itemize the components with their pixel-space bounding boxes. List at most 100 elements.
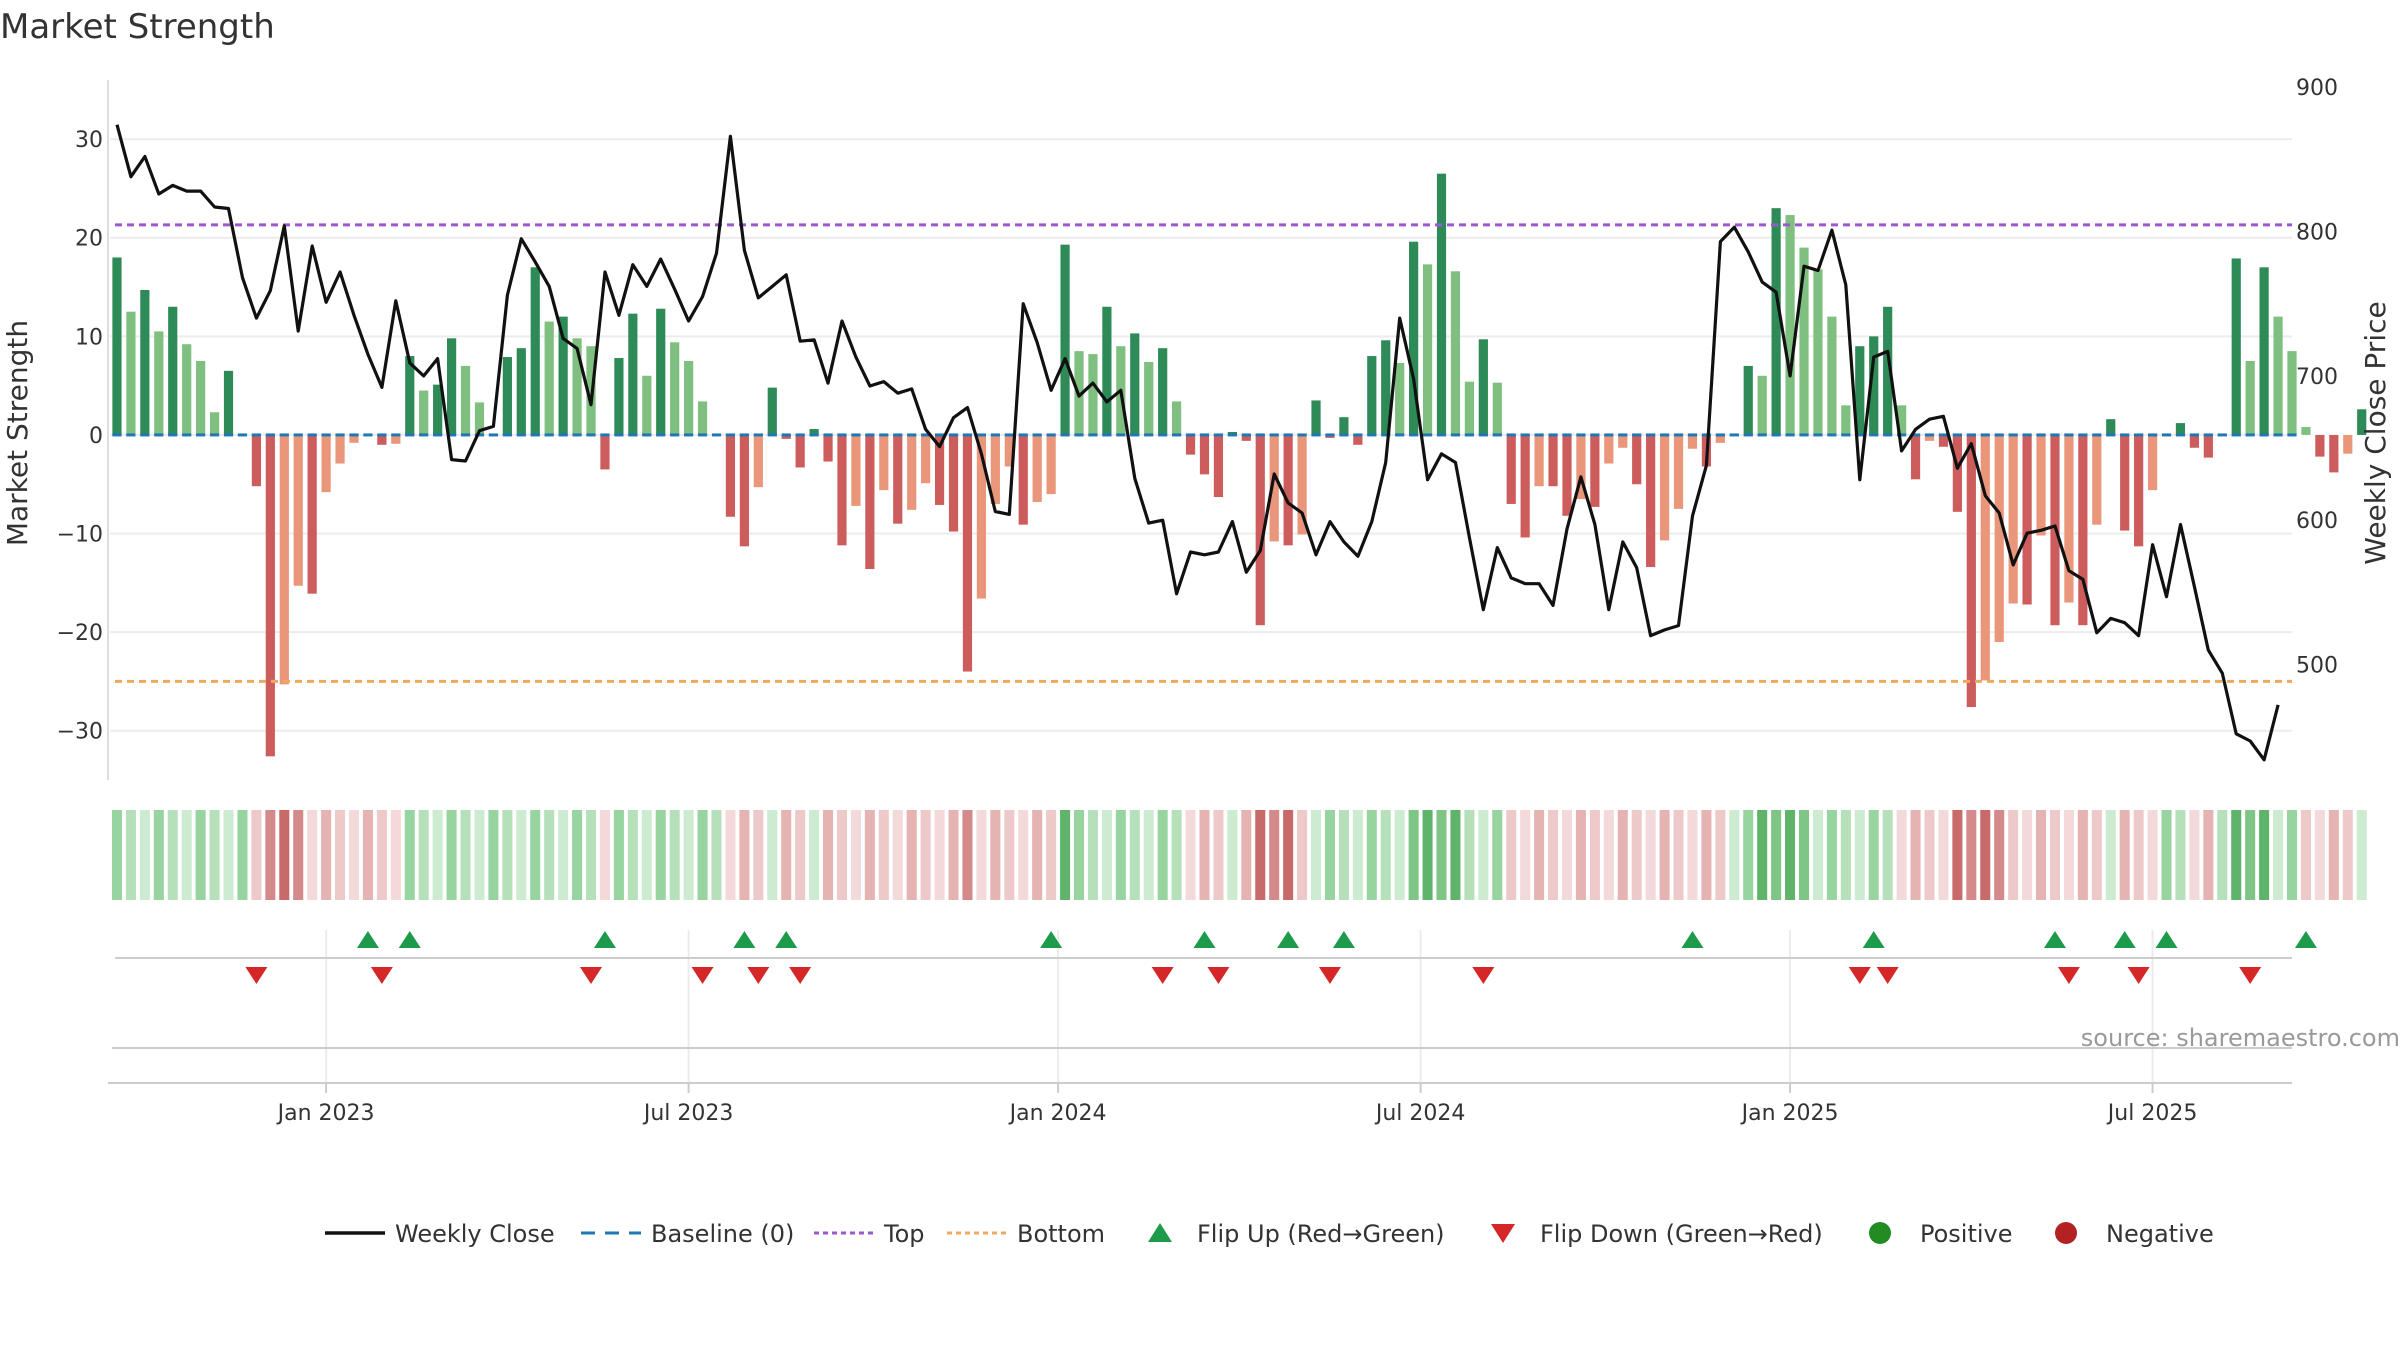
- band-cell-negative: [1645, 810, 1656, 900]
- source-label: source: sharemaestro.com: [2081, 1024, 2400, 1052]
- band-cell-negative: [906, 810, 917, 900]
- strength-bar-positive: [1841, 405, 1851, 435]
- band-cell-positive: [167, 810, 178, 900]
- strength-bar-negative: [1715, 434, 1725, 443]
- strength-bar-positive: [809, 429, 819, 435]
- strength-bar-positive: [1450, 271, 1461, 435]
- strength-bar-negative: [377, 434, 387, 445]
- band-cell-negative: [1269, 810, 1280, 900]
- band-cell-positive: [446, 810, 457, 900]
- weekly-close-line: [115, 124, 2280, 762]
- strength-bar-negative: [1562, 434, 1572, 516]
- legend-swatch-flip-down: [1491, 1224, 1515, 1243]
- band-cell-positive: [139, 810, 150, 900]
- strength-bar-positive: [1478, 339, 1488, 435]
- band-cell-positive: [2175, 810, 2186, 900]
- band-cell-negative: [1896, 810, 1907, 900]
- strength-bar-negative: [1966, 434, 1976, 708]
- y-axis-title-left: Market Strength: [1, 320, 34, 546]
- strength-bar-negative: [2329, 434, 2339, 473]
- strength-bar-negative: [2022, 434, 2032, 605]
- band-cell-negative: [2077, 810, 2088, 900]
- strength-bar-positive: [112, 257, 122, 435]
- band-cell-negative: [892, 810, 903, 900]
- strength-bar-negative: [1548, 434, 1558, 487]
- strength-bar-negative: [2078, 434, 2088, 626]
- band-cell-negative: [390, 810, 401, 900]
- y-axis-title-right: Weekly Close Price: [2359, 301, 2392, 564]
- legend-swatch-flip-up: [1148, 1223, 1172, 1242]
- band-cell-negative: [1548, 810, 1559, 900]
- flip-down-marker: [2057, 967, 2080, 984]
- strength-bar-negative: [1199, 434, 1210, 475]
- flip-markers: [115, 931, 2317, 984]
- band-cell-negative: [962, 810, 973, 900]
- flip-down-marker: [245, 967, 268, 984]
- band-cell-negative: [1185, 810, 1196, 900]
- strength-bar-negative: [990, 434, 1000, 504]
- strength-bar-positive: [2287, 351, 2297, 435]
- strength-bar-negative: [1980, 434, 1990, 681]
- strength-bar-negative: [1576, 434, 1586, 500]
- band-cell-positive: [1380, 810, 1391, 900]
- strength-bar-negative: [1353, 434, 1363, 445]
- strength-bar-negative: [934, 434, 945, 505]
- band-cell-negative: [2314, 810, 2325, 900]
- flip-down-marker: [747, 967, 770, 984]
- band-cell-positive: [460, 810, 471, 900]
- strength-bar-negative: [921, 434, 931, 484]
- strength-bar-positive: [1339, 417, 1349, 435]
- strength-bar-positive: [558, 316, 568, 435]
- band-cell-positive: [1394, 810, 1405, 900]
- strength-bar-positive: [2231, 258, 2241, 435]
- strength-bar-negative: [851, 434, 861, 506]
- strength-bar-negative: [948, 434, 959, 532]
- band-cell-positive: [1129, 810, 1140, 900]
- band-cell-negative: [2189, 810, 2200, 900]
- band-cell-negative: [1910, 810, 1921, 900]
- strength-bar-negative: [1032, 434, 1042, 502]
- y-tick-label-right: 600: [2296, 509, 2338, 534]
- band-cell-positive: [1366, 810, 1377, 900]
- strength-bar-negative: [293, 434, 303, 586]
- band-cell-positive: [627, 810, 638, 900]
- legend-swatch-positive: [1869, 1222, 1891, 1244]
- strength-bar-positive: [1883, 306, 1893, 435]
- strength-bar-negative: [1297, 434, 1307, 535]
- band-cell-negative: [1255, 810, 1266, 900]
- x-tick-label: Jul 2025: [2106, 1101, 2198, 1126]
- strength-bar-positive: [2259, 267, 2269, 435]
- x-tick-label: Jan 2025: [1740, 1101, 1839, 1126]
- band-cell-positive: [418, 810, 429, 900]
- band-cell-negative: [279, 810, 290, 900]
- band-cell-negative: [1938, 810, 1949, 900]
- legend-label: Positive: [1920, 1220, 2013, 1248]
- band-cell-negative: [1199, 810, 1210, 900]
- strength-bar-negative: [1283, 434, 1293, 546]
- strength-bar-negative: [1520, 434, 1530, 538]
- band-cell-negative: [920, 810, 931, 900]
- strength-bar-positive: [1436, 173, 1447, 435]
- band-cell-positive: [1073, 810, 1085, 900]
- band-cell-negative: [1673, 810, 1684, 900]
- band-cell-positive: [2259, 810, 2270, 900]
- band-cell-negative: [599, 810, 610, 900]
- band-cell-negative: [753, 810, 764, 900]
- strength-bar-positive: [433, 384, 443, 435]
- legend-label: Baseline (0): [651, 1220, 794, 1248]
- strength-bar-positive: [516, 348, 526, 435]
- band-cell-positive: [2217, 810, 2228, 900]
- strength-bar-positive: [1060, 244, 1070, 435]
- strength-bar-negative: [1004, 434, 1014, 467]
- strength-bar-negative: [1924, 434, 1935, 441]
- band-cell-positive: [530, 810, 541, 900]
- band-cell-negative: [2119, 810, 2130, 900]
- strength-bar-positive: [460, 365, 471, 435]
- strength-bar-positive: [1813, 269, 1823, 435]
- band-cell-positive: [641, 810, 652, 900]
- flip-up-marker: [1040, 931, 1063, 948]
- legend-label: Flip Up (Red→Green): [1197, 1220, 1445, 1248]
- strength-bar-positive: [1897, 405, 1907, 435]
- strength-bar-positive: [1492, 382, 1502, 435]
